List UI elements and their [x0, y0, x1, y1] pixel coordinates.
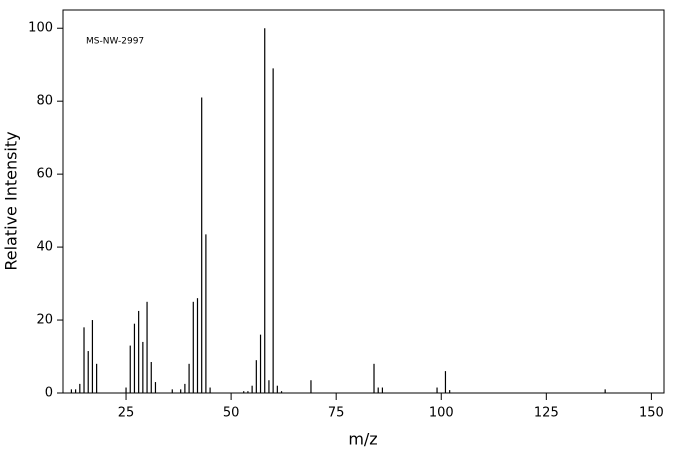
x-tick-label: 25	[118, 406, 135, 421]
x-tick-label: 75	[328, 406, 345, 421]
y-axis-label: Relative Intensity	[2, 131, 21, 270]
y-tick-label: 60	[36, 167, 53, 182]
y-tick-label: 0	[45, 386, 53, 401]
y-tick-label: 20	[36, 313, 53, 328]
x-tick-label: 125	[534, 406, 559, 421]
y-tick-label: 40	[36, 240, 53, 255]
x-axis-label: m/z	[348, 430, 377, 449]
x-tick-label: 100	[429, 406, 454, 421]
plot-frame	[62, 9, 665, 394]
x-tick-label: 150	[639, 406, 664, 421]
y-tick-label: 100	[28, 21, 53, 36]
y-tick-label: 80	[36, 94, 53, 109]
x-tick-label: 50	[223, 406, 240, 421]
annotation: MS-NW-2997	[86, 37, 144, 47]
